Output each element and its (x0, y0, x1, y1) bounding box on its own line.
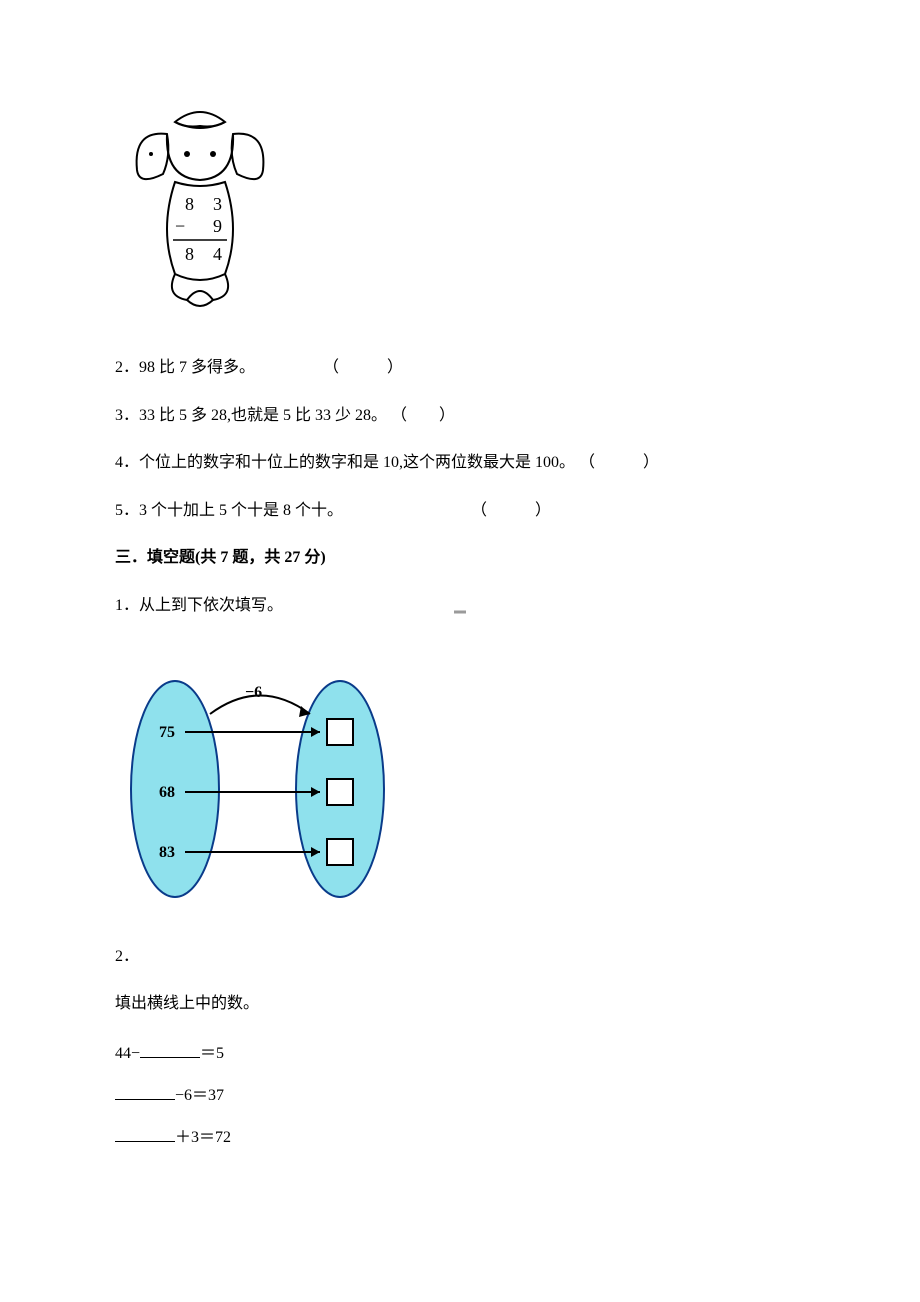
question-2: 2．98 比 7 多得多。 （ ） (115, 355, 805, 381)
q5-text: 5．3 个十加上 5 个十是 8 个十。 (115, 502, 343, 519)
q4-text: 4．个位上的数字和十位上的数字和是 10,这个两位数最大是 100。 (115, 454, 575, 471)
arc-label: −6 (245, 684, 262, 701)
fill-2-instruction: 填出横线上中的数。 (115, 991, 805, 1017)
output-box-0 (327, 719, 353, 745)
svg-text:3: 3 (213, 194, 222, 214)
q3-paren: （ ） (391, 407, 455, 424)
q5-paren: （ ） (471, 502, 551, 519)
eq2-blank (115, 1083, 175, 1100)
figure-mapping-diagram: −6 75 68 83 (115, 659, 805, 914)
section-3-heading: 三．填空题(共 7 题，共 27 分) (115, 545, 805, 571)
svg-text:9: 9 (213, 216, 222, 236)
question-5: 5．3 个十加上 5 个十是 8 个十。 （ ） (115, 498, 805, 524)
equation-3: ＋3＝72 (115, 1123, 805, 1147)
eq2-right: −6＝37 (175, 1087, 224, 1104)
fill-1-label: 1．从上到下依次填写。 (115, 593, 805, 619)
q2-paren: （ ） (323, 359, 403, 376)
q4-paren: （ ） (579, 454, 659, 471)
eq1-left: 44− (115, 1045, 140, 1062)
question-4: 4．个位上的数字和十位上的数字和是 10,这个两位数最大是 100。 （ ） (115, 450, 805, 476)
q3-text: 3．33 比 5 多 28,也就是 5 比 33 少 28。 (115, 407, 387, 424)
sub-result: 8 (185, 244, 194, 264)
input-1: 68 (159, 784, 175, 801)
equation-2: −6＝37 (115, 1081, 805, 1105)
output-box-2 (327, 839, 353, 865)
output-box-1 (327, 779, 353, 805)
input-2: 83 (159, 844, 175, 861)
q2-text: 2．98 比 7 多得多。 (115, 359, 255, 376)
question-3: 3．33 比 5 多 28,也就是 5 比 33 少 28。 （ ） (115, 403, 805, 429)
svg-text:4: 4 (213, 244, 222, 264)
input-0: 75 (159, 724, 175, 741)
eq1-blank (140, 1041, 200, 1058)
eq3-right: ＋3＝72 (175, 1129, 231, 1146)
sub-minus: − (175, 216, 185, 236)
eq1-right: ＝5 (200, 1045, 224, 1062)
fill-2-label: 2． (115, 944, 805, 970)
eq3-blank (115, 1125, 175, 1142)
sub-top: 8 (185, 194, 194, 214)
page-center-mark (454, 611, 466, 614)
equation-1: 44− ＝5 (115, 1039, 805, 1063)
figure-subtraction-animal: 8 3 − 9 8 4 (115, 100, 805, 325)
